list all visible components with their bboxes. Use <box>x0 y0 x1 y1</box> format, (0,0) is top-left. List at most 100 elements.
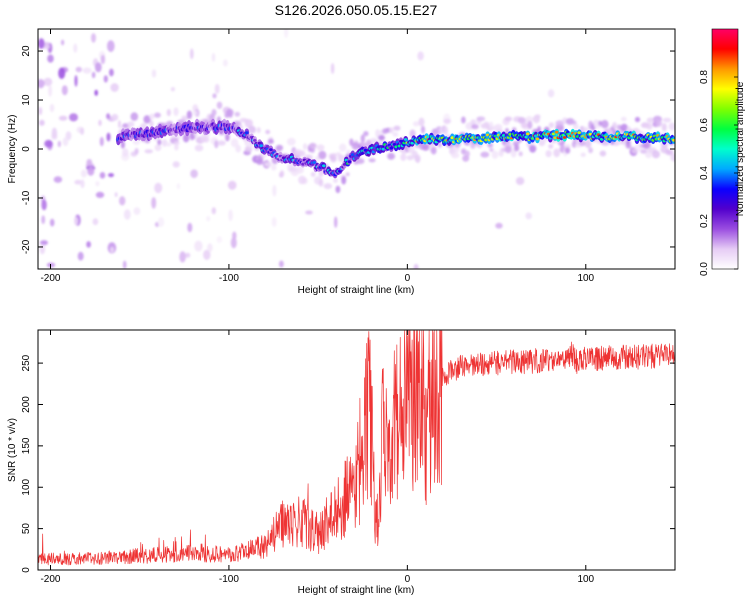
spectrogram-halo-blob <box>122 123 130 128</box>
spectrogram-halo-blob <box>166 109 171 117</box>
spectrogram-halo-blob <box>527 120 533 130</box>
spectrogram-noise-blob <box>69 113 78 122</box>
spectrogram-y-tick-label: 0 <box>21 146 32 152</box>
spectrogram-noise-blob <box>40 240 48 246</box>
spectrogram-halo-blob <box>518 151 523 157</box>
spectrogram-ridge-core <box>526 132 530 136</box>
spectrogram-halo-blob <box>412 121 420 127</box>
colorbar-tick-label: 0.8 <box>699 70 710 84</box>
spectrogram-noise-blob <box>49 218 55 227</box>
spectrogram-halo-blob <box>309 142 317 149</box>
spectrogram-noise-blob <box>279 260 284 268</box>
colorbar-gradient <box>712 29 738 269</box>
spectrogram-noise-blob <box>284 29 289 39</box>
spectrogram-halo-blob <box>271 164 277 171</box>
spectrogram-halo-blob <box>264 161 272 167</box>
spectrogram-ridge-core <box>484 138 488 142</box>
spectrogram-halo-blob <box>202 136 210 143</box>
spectrogram-noise-blob <box>330 63 335 74</box>
spectrogram-noise-blob <box>106 113 111 120</box>
spectrogram-halo-blob <box>244 119 253 128</box>
spectrogram-halo-blob <box>363 131 369 137</box>
spectrogram-halo-blob <box>335 185 341 194</box>
spectrogram-noise-blob <box>61 85 68 96</box>
spectrogram-x-ticks: -200 -100 0 100 <box>40 29 595 284</box>
spectrogram-halo-blob <box>186 110 193 120</box>
spectrogram-halo-blob <box>599 150 607 157</box>
spectrogram-halo-blob <box>580 152 586 157</box>
spectrogram-halo-blob <box>662 117 672 123</box>
spectrogram-noise-blob <box>82 67 92 74</box>
spectrogram-noise-blob <box>99 136 104 147</box>
spectrogram-halo-blob <box>154 144 162 152</box>
spectrogram-halo-blob <box>174 144 179 151</box>
spectrogram-halo-blob <box>375 129 380 138</box>
spectrogram-ridge-core <box>253 139 257 142</box>
spectrogram-noise-blob <box>172 161 180 168</box>
spectrogram-ridge-core <box>562 136 567 139</box>
spectrogram-noise-blob <box>38 79 45 89</box>
spectrogram-noise-blob <box>122 260 127 269</box>
spectrogram-noise-blob <box>43 77 53 87</box>
spectrogram-halo-blob <box>548 144 554 149</box>
spectrogram-noise-blob <box>154 182 163 194</box>
colorbar-ticks: 0.0 0.2 0.4 0.6 0.8 <box>699 70 738 276</box>
spectrogram-noise-blob <box>206 215 211 222</box>
spectrogram-halo-blob <box>625 144 632 149</box>
spectrogram-noise-blob <box>73 43 78 53</box>
spectrogram-noise-blob <box>413 263 419 269</box>
spectrogram-halo-blob <box>256 127 261 134</box>
spectrogram-noise-blob <box>48 85 52 97</box>
spectrogram-halo-blob <box>443 118 452 124</box>
spectrogram-ridge-core <box>672 138 675 142</box>
spectrogram-noise-blob <box>39 244 46 255</box>
spectrogram-halo-blob <box>443 126 449 136</box>
spectrogram-halo-blob <box>489 147 494 152</box>
spectrogram-halo-blob <box>132 139 140 146</box>
spectrogram-halo-blob <box>351 142 360 150</box>
spectrogram-halo-blob <box>580 126 589 133</box>
spectrogram-halo-blob <box>127 121 135 127</box>
spectrogram-halo-blob <box>565 147 571 154</box>
spectrogram-noise-blob <box>119 196 126 206</box>
spectrogram-halo-blob <box>534 114 541 120</box>
snr-panel: -200 -100 0 100 0 50 100 150 200 250 Height of s… <box>7 329 676 596</box>
spectrogram-halo-blob <box>228 113 233 118</box>
snr-y-tick-label: 50 <box>21 523 32 535</box>
spectrogram-halo-blob <box>149 113 155 120</box>
spectrogram-halo-blob <box>400 153 407 161</box>
spectrogram-halo-blob <box>470 119 477 126</box>
spectrogram-noise-blob <box>417 51 424 61</box>
spectrogram-y-ticks: -20 -10 0 10 20 <box>21 45 675 254</box>
spectrogram-halo-blob <box>510 148 517 158</box>
spectrogram-halo-blob <box>214 140 219 149</box>
spectrogram-ridge-core <box>269 148 273 152</box>
spectrogram-x-tick-label: 0 <box>405 273 411 284</box>
colorbar-tick-label: 0.0 <box>699 262 710 276</box>
spectrogram-halo-blob <box>451 152 460 159</box>
spectrogram-halo-blob <box>143 115 151 124</box>
spectrogram-noise-blob <box>547 89 555 98</box>
spectrogram-noise-blob <box>80 169 87 178</box>
spectrogram-noise-blob <box>91 71 96 79</box>
spectrogram-noise-blob <box>58 67 66 79</box>
spectrogram-halo-blob <box>525 116 534 123</box>
spectrogram-halo-blob <box>339 143 347 152</box>
spectrogram-halo-blob <box>545 150 552 158</box>
spectrogram-halo-blob <box>620 123 628 132</box>
spectrogram-noise-blob <box>91 33 96 43</box>
spectrogram-noise-blob <box>58 115 68 121</box>
colorbar-frame <box>711 28 739 270</box>
figure-title: S126.2026.050.05.15.E27 <box>275 2 438 18</box>
spectrogram-noise-blob <box>190 48 194 60</box>
spectrogram-halo-blob <box>565 118 575 125</box>
spectrogram-halo-blob <box>192 110 198 116</box>
spectrogram-halo-blob <box>498 149 504 157</box>
spectrogram-halo-blob <box>144 149 153 154</box>
spectrogram-halo-blob <box>181 116 189 121</box>
spectrogram-halo-blob <box>504 145 512 154</box>
spectrogram-noise-blob <box>184 252 191 258</box>
spectrogram-halo-blob <box>642 141 651 150</box>
spectrogram-halo-blob <box>518 116 526 124</box>
spectrogram-noise-blob <box>103 75 108 83</box>
